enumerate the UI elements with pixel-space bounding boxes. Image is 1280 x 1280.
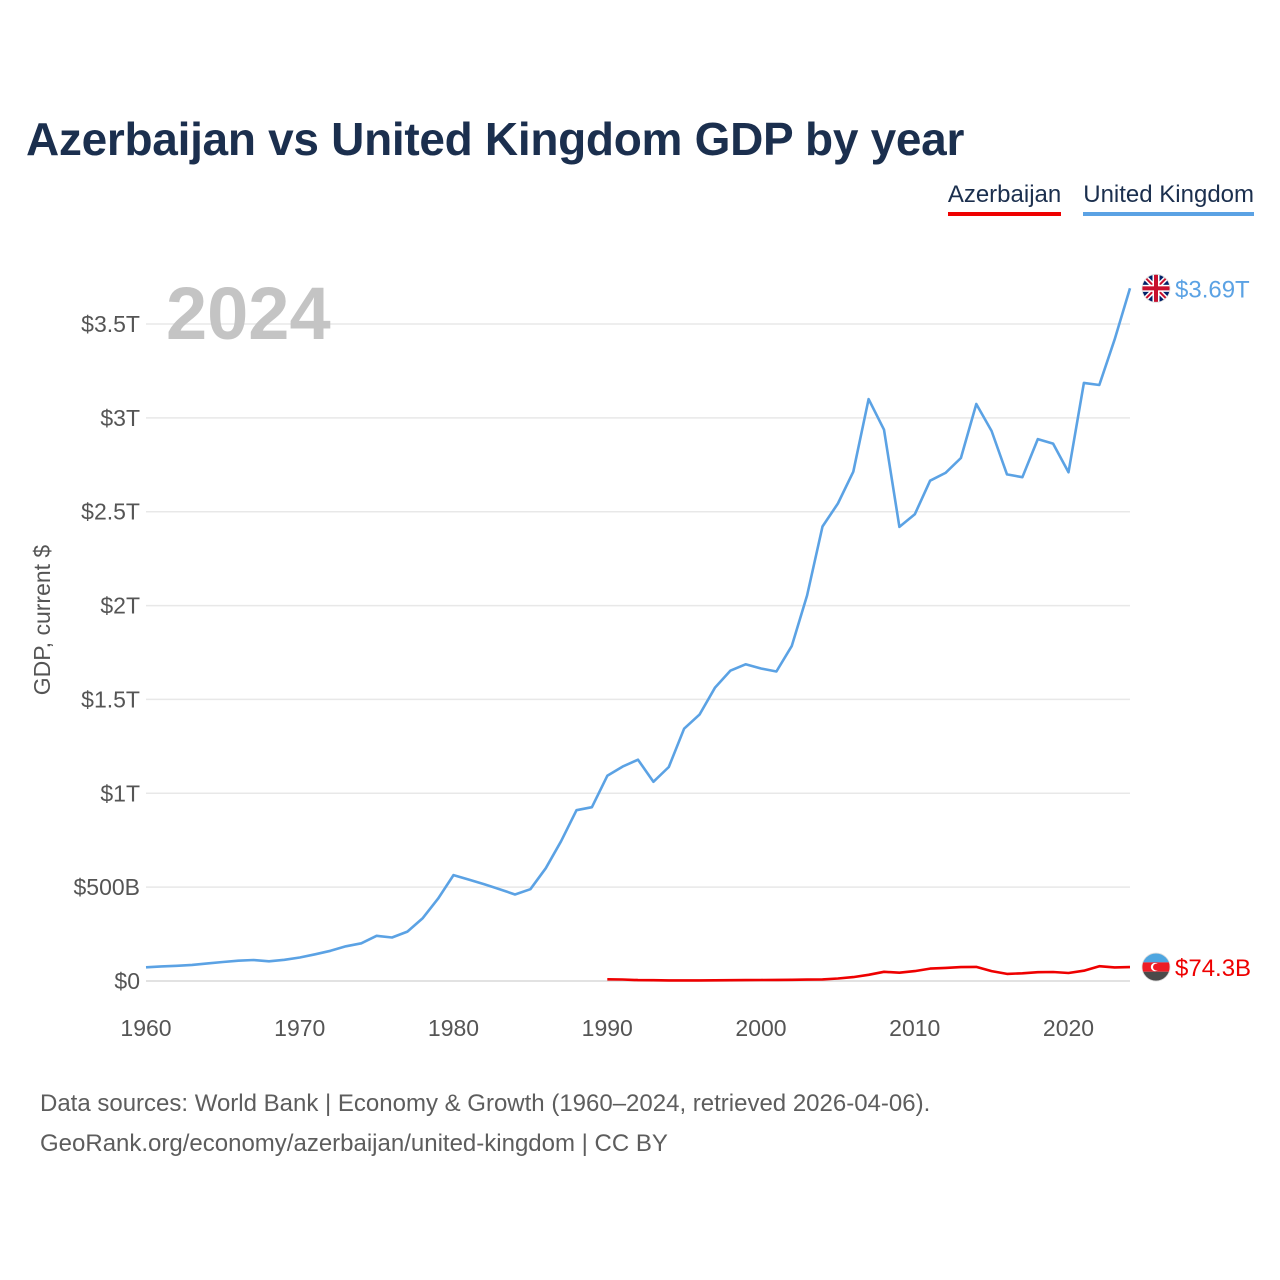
y-tick-label: $500B xyxy=(73,874,140,900)
azerbaijan-flag-icon xyxy=(1141,952,1171,982)
grid-lines xyxy=(146,323,1130,982)
legend: Azerbaijan United Kingdom xyxy=(947,181,1254,216)
legend-item-azerbaijan[interactable]: Azerbaijan xyxy=(947,181,1062,216)
data-source-note: Data sources: World Bank | Economy & Gro… xyxy=(40,1084,930,1164)
chart-title: Azerbaijan vs United Kingdom GDP by year xyxy=(26,113,965,165)
series-line-azerbaijan[interactable] xyxy=(607,964,1131,982)
x-tick-label: 1990 xyxy=(582,1015,633,1041)
x-tick-label: 1960 xyxy=(120,1015,171,1041)
y-tick-label: $3T xyxy=(100,405,140,431)
y-axis-ticks: $0 $500B $1T $1.5T $2T $2.5T $3T $3.5T xyxy=(73,311,140,994)
x-tick-label: 2020 xyxy=(1043,1015,1094,1041)
series-lines xyxy=(145,287,1132,982)
y-tick-label: $2T xyxy=(100,593,140,619)
legend-item-united-kingdom[interactable]: United Kingdom xyxy=(1083,181,1254,216)
united-kingdom-flag-icon xyxy=(1141,273,1171,303)
x-tick-label: 2000 xyxy=(735,1015,786,1041)
series-line-united-kingdom[interactable] xyxy=(145,287,1132,969)
y-tick-label: $2.5T xyxy=(81,499,140,525)
end-value-label-united-kingdom: $3.69T xyxy=(1175,276,1250,303)
x-tick-label: 1980 xyxy=(428,1015,479,1041)
source-line-1: Data sources: World Bank | Economy & Gro… xyxy=(40,1090,931,1117)
y-axis-label: GDP, current $ xyxy=(29,545,55,696)
y-tick-label: $3.5T xyxy=(81,311,140,337)
end-value-label-azerbaijan: $74.3B xyxy=(1175,955,1251,982)
x-axis-ticks: 1960 1970 1980 1990 2000 2010 2020 xyxy=(120,1015,1094,1041)
year-watermark: 2024 xyxy=(166,272,331,355)
x-tick-label: 1970 xyxy=(274,1015,325,1041)
y-tick-label: $1.5T xyxy=(81,686,140,712)
y-tick-label: $1T xyxy=(100,780,140,806)
x-tick-label: 2010 xyxy=(889,1015,940,1041)
source-line-2[interactable]: GeoRank.org/economy/azerbaijan/united-ki… xyxy=(40,1130,668,1157)
y-tick-label: $0 xyxy=(114,968,140,994)
series-end-labels: $74.3B $3.69T xyxy=(1141,273,1251,982)
